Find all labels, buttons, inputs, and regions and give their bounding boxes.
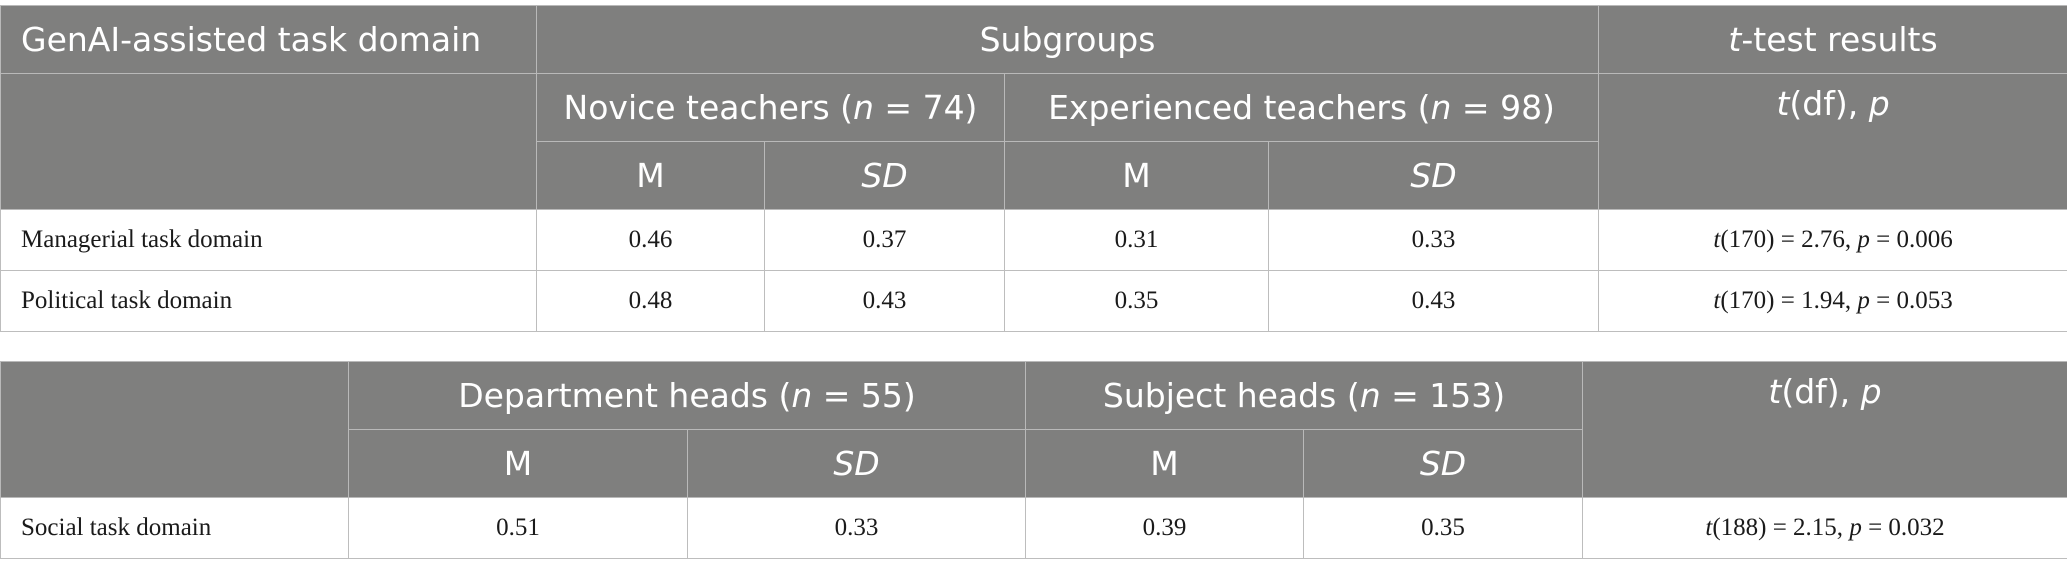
header-department-heads: Department heads (n = 55) xyxy=(348,361,1026,430)
cell-m-subject: 0.39 xyxy=(1025,497,1304,559)
cell-sd-department: 0.33 xyxy=(687,497,1026,559)
table-row: Managerial task domain 0.46 0.37 0.31 0.… xyxy=(0,209,2067,271)
table-row: Political task domain 0.48 0.43 0.35 0.4… xyxy=(0,270,2067,332)
row-label-political: Political task domain xyxy=(0,270,537,332)
cell-sd-experienced: 0.43 xyxy=(1267,270,1600,332)
header-subgroups: Subgroups xyxy=(535,5,1600,74)
header-sd-novice: SD xyxy=(764,141,1005,210)
header-subject-heads: Subject heads (n = 153) xyxy=(1024,361,1584,430)
header-tdf-p: t(df), p xyxy=(1598,73,2067,210)
cell-sd-subject: 0.35 xyxy=(1302,497,1584,559)
row-label-social: Social task domain xyxy=(0,497,349,559)
header-sd-subject: SD xyxy=(1302,429,1584,498)
header-m-novice: M xyxy=(536,141,765,210)
cell-sd-novice: 0.43 xyxy=(764,270,1005,332)
cell-ttest-result: t(170) = 1.94, p = 0.053 xyxy=(1598,270,2067,332)
header-sd-experienced: SD xyxy=(1267,141,1600,210)
table-row: Social task domain 0.51 0.33 0.39 0.35 t… xyxy=(0,497,2067,559)
header-task-domain: GenAI-assisted task domain xyxy=(0,5,537,74)
row-label-managerial: Managerial task domain xyxy=(0,209,537,271)
cell-m-experienced: 0.31 xyxy=(1004,209,1269,271)
header-tdf-p: t(df), p xyxy=(1582,361,2067,498)
header-empty xyxy=(0,361,349,498)
header-empty xyxy=(0,73,537,210)
header-m-department: M xyxy=(348,429,688,498)
header-experienced-teachers: Experienced teachers (n = 98) xyxy=(1003,73,1600,142)
header-sd-department: SD xyxy=(687,429,1026,498)
header-novice-teachers: Novice teachers (n = 74) xyxy=(536,73,1005,142)
cell-m-novice: 0.46 xyxy=(536,209,765,271)
cell-ttest-result: t(170) = 2.76, p = 0.006 xyxy=(1598,209,2067,271)
cell-sd-novice: 0.37 xyxy=(764,209,1005,271)
cell-m-department: 0.51 xyxy=(348,497,688,559)
cell-m-experienced: 0.35 xyxy=(1004,270,1269,332)
results-table-teachers: GenAI-assisted task domain Subgroups t-t… xyxy=(0,5,2067,332)
cell-ttest-result: t(188) = 2.15, p = 0.032 xyxy=(1582,497,2067,559)
header-m-subject: M xyxy=(1025,429,1304,498)
results-table-heads: Department heads (n = 55) Subject heads … xyxy=(0,361,2067,559)
cell-m-novice: 0.48 xyxy=(536,270,765,332)
header-ttest-results: t-test results xyxy=(1598,5,2067,74)
header-m-experienced: M xyxy=(1004,141,1269,210)
cell-sd-experienced: 0.33 xyxy=(1267,209,1600,271)
